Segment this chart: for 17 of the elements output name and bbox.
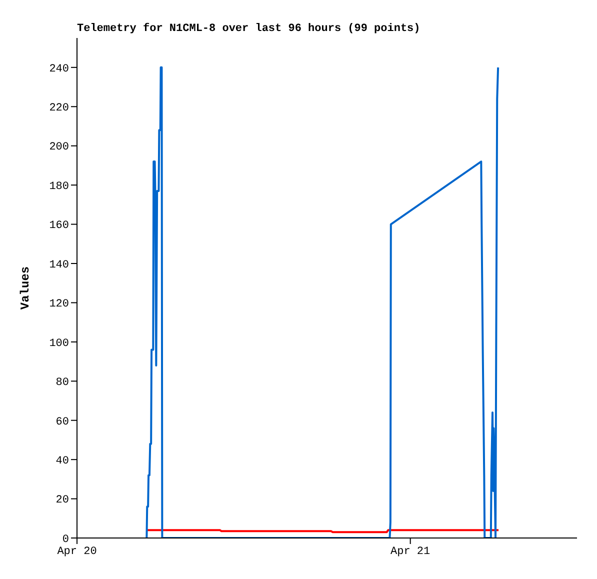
- y-tick-label: 100: [49, 338, 69, 350]
- chart-title: Telemetry for N1CML-8 over last 96 hours (99 points): [77, 23, 420, 35]
- x-tick-label: Apr 20: [57, 546, 97, 558]
- x-tick-label: Apr 21: [390, 546, 431, 558]
- y-tick-label: 200: [49, 142, 69, 154]
- y-tick-label: 180: [49, 180, 69, 193]
- y-tick-label: 240: [49, 63, 69, 76]
- y-tick-label: 140: [49, 259, 69, 272]
- y-tick-label: 40: [56, 455, 69, 468]
- y-axis-title: Values: [18, 266, 32, 310]
- y-tick-label: 20: [56, 494, 69, 507]
- y-tick-label: 160: [49, 220, 69, 232]
- y-tick-label: 60: [56, 416, 69, 428]
- y-tick-label: 220: [49, 102, 69, 115]
- y-tick-label: 0: [62, 534, 69, 546]
- y-tick-label: 120: [49, 298, 69, 311]
- y-tick-label: 80: [56, 377, 69, 390]
